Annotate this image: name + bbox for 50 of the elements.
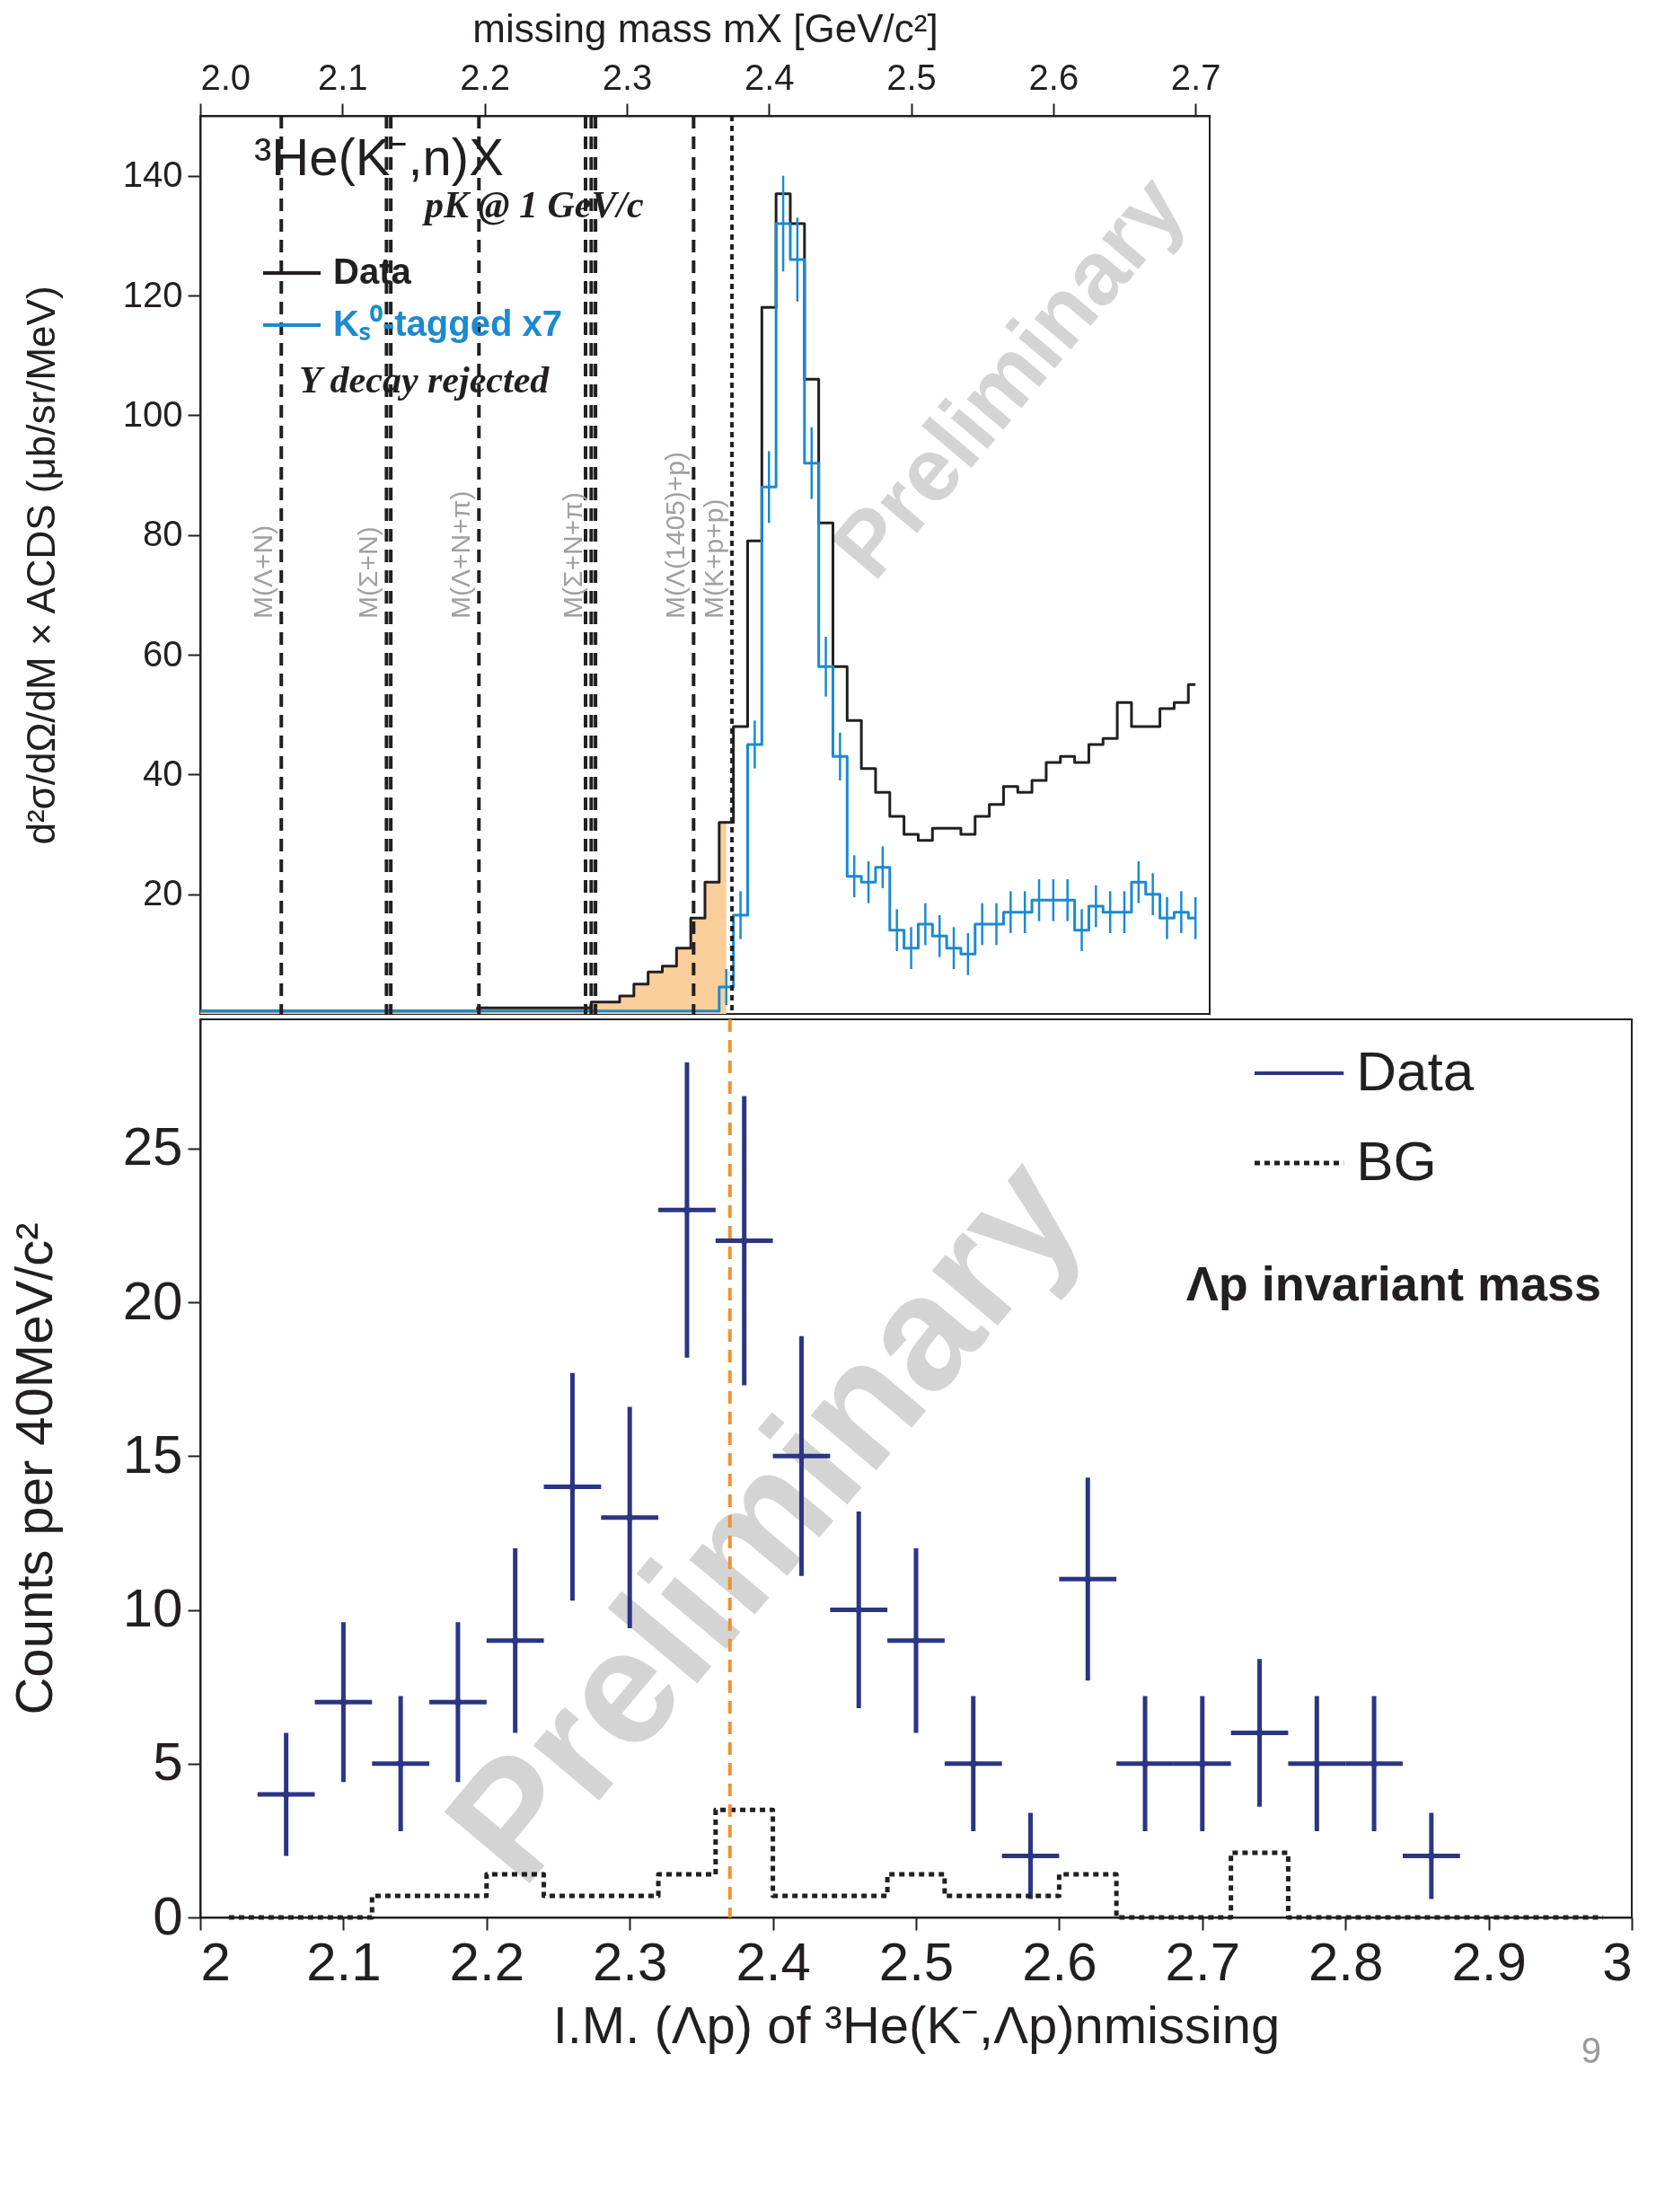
- x-tick-label: 2.3: [592, 1931, 668, 1992]
- x-tick-label: 2.4: [736, 1931, 811, 1992]
- y-axis-title: Counts per 40MeV/c²: [4, 1222, 63, 1715]
- x-tick-label: 2.1: [318, 57, 368, 97]
- y-tick-label: 60: [143, 633, 183, 674]
- x-tick-label: 2.7: [1170, 57, 1221, 97]
- y-tick-label: 20: [143, 873, 183, 913]
- y-tick-label: 5: [153, 1732, 183, 1793]
- y-tick-label: 120: [122, 274, 183, 314]
- y-tick-label: 100: [122, 393, 183, 434]
- x-axis-title: I.M. (Λp) of ³He(K⁻,Λp)nmissing: [552, 1995, 1281, 2054]
- ref-line-label: M(Σ+N+π): [558, 492, 588, 619]
- x-tick-label: 2.1: [306, 1931, 382, 1992]
- x-tick-label: 2: [200, 1931, 231, 1992]
- y-tick-label: 25: [122, 1116, 183, 1177]
- x-tick-label: 2.8: [1308, 1931, 1384, 1992]
- x-tick-label: 2.4: [744, 57, 795, 97]
- x-axis-title: missing mass mX [GeV/c²]: [472, 5, 938, 50]
- text: 9: [1581, 2031, 1601, 2070]
- y-tick-label: 80: [143, 514, 183, 554]
- legend-label: Data: [333, 251, 412, 291]
- annotation: ³He(K⁻,n)X: [254, 128, 504, 186]
- y-tick-label: 40: [143, 753, 183, 793]
- x-tick-label: 2.3: [602, 57, 653, 97]
- annotation: Y decay rejected: [299, 359, 551, 401]
- ref-line-label: M(Λ(1405)+p): [660, 452, 691, 619]
- x-tick-label: 2.9: [1451, 1931, 1527, 1992]
- x-tick-label: 2.6: [1028, 57, 1079, 97]
- x-tick-label: 2.0: [200, 57, 251, 97]
- x-tick-label: 2.7: [1165, 1931, 1241, 1992]
- ref-line-label: M(Λ+N+π): [445, 490, 476, 619]
- legend-label: BG: [1356, 1130, 1437, 1192]
- x-tick-label: 3: [1602, 1931, 1633, 1992]
- ref-line-label: M(Λ+N): [248, 524, 278, 619]
- ref-line-label: M(Σ+N): [353, 526, 383, 619]
- y-tick-label: 10: [122, 1578, 183, 1639]
- legend-label: Data: [1356, 1040, 1475, 1102]
- y-tick-label: 0: [153, 1885, 183, 1946]
- x-tick-label: 2.2: [460, 57, 510, 97]
- x-tick-label: 2.2: [449, 1931, 525, 1992]
- x-tick-label: 2.5: [878, 1931, 955, 1992]
- x-tick-label: 2.6: [1022, 1931, 1097, 1992]
- y-tick-label: 140: [122, 154, 183, 195]
- ref-line-label: M(K+p+p): [699, 498, 729, 619]
- annotation: Λp invariant mass: [1185, 1256, 1601, 1310]
- y-axis-title: d²σ/dΩ/dM × ACDS (μb/sr/MeV): [18, 286, 63, 845]
- legend-label: Kₛ⁰-tagged x7: [333, 304, 562, 343]
- y-tick-label: 15: [122, 1423, 183, 1485]
- x-tick-label: 2.5: [886, 57, 937, 97]
- y-tick-label: 20: [122, 1270, 183, 1331]
